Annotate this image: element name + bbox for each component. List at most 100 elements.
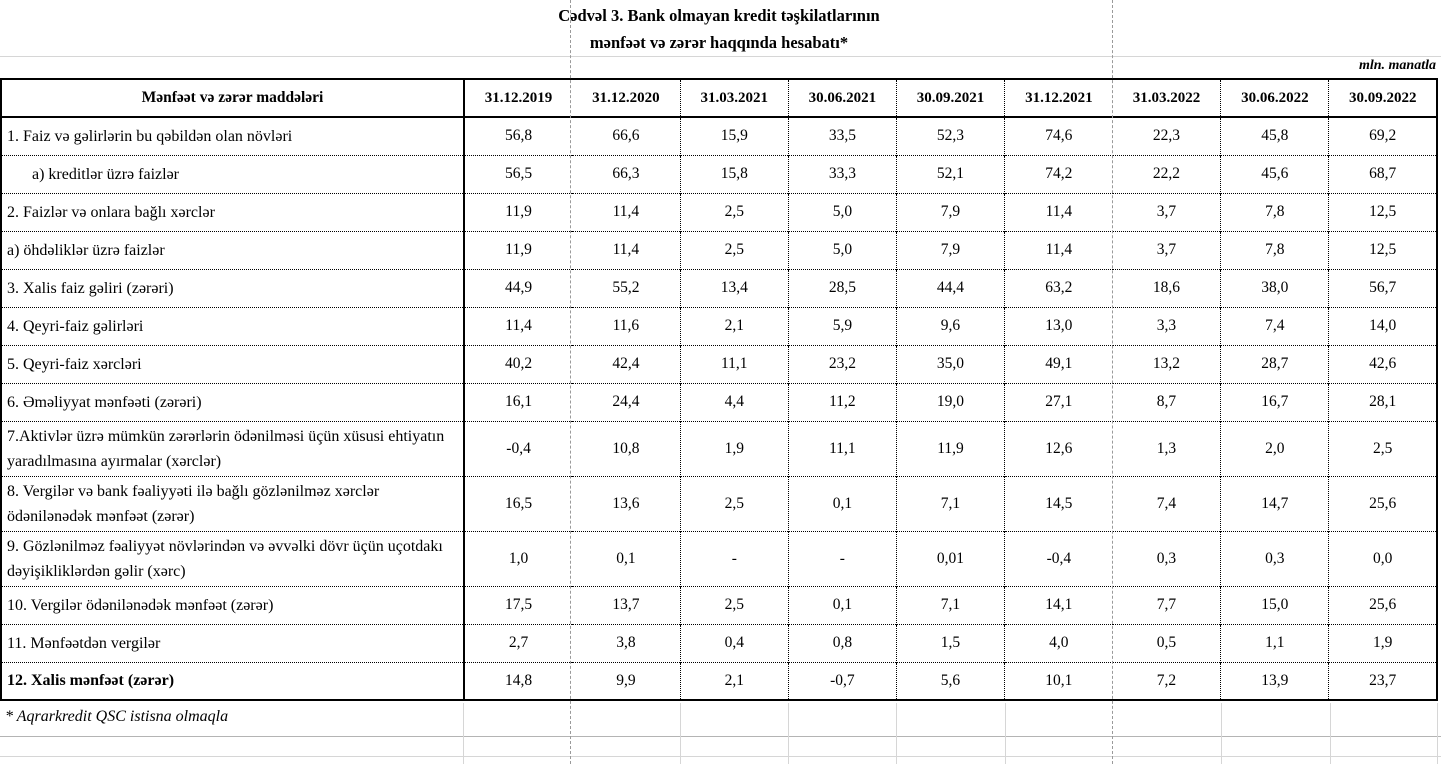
value-cell[interactable]: 15,9: [680, 116, 789, 155]
column-header-cell[interactable]: 31.03.2022: [1112, 79, 1222, 118]
value-cell[interactable]: 10,1: [1004, 661, 1113, 700]
value-cell[interactable]: 28,7: [1220, 344, 1330, 383]
value-cell[interactable]: 45,8: [1220, 116, 1330, 155]
value-cell[interactable]: 56,8: [464, 116, 573, 155]
value-cell[interactable]: 17,5: [464, 585, 573, 624]
row-label-cell[interactable]: 9. Gözlənilməz fəaliyyət növlərindən və …: [1, 530, 465, 586]
row-label-cell[interactable]: 7.Aktivlər üzrə mümkün zərərlərin ödənil…: [1, 420, 465, 476]
value-cell[interactable]: 16,5: [464, 475, 573, 531]
value-cell[interactable]: 5,9: [788, 306, 897, 345]
column-header-cell[interactable]: 31.12.2020: [572, 79, 681, 118]
value-cell[interactable]: 38,0: [1220, 268, 1330, 307]
value-cell[interactable]: 0,3: [1112, 530, 1222, 586]
value-cell[interactable]: 2,1: [680, 306, 789, 345]
value-cell[interactable]: 8,7: [1112, 382, 1222, 421]
value-cell[interactable]: 0,4: [680, 623, 789, 662]
value-cell[interactable]: 2,5: [680, 585, 789, 624]
value-cell[interactable]: 7,8: [1220, 230, 1330, 269]
value-cell[interactable]: 13,2: [1112, 344, 1222, 383]
row-label-header-cell[interactable]: Mənfəət və zərər maddələri: [1, 79, 465, 118]
row-label-cell[interactable]: 12. Xalis mənfəət (zərər): [1, 661, 465, 700]
row-label-cell[interactable]: a) öhdəliklər üzrə faizlər: [1, 230, 465, 269]
value-cell[interactable]: 2,0: [1220, 420, 1330, 476]
value-cell[interactable]: 0,01: [896, 530, 1006, 586]
row-label-cell[interactable]: 6. Əməliyyat mənfəəti (zərəri): [1, 382, 465, 421]
value-cell[interactable]: 12,6: [1004, 420, 1113, 476]
value-cell[interactable]: 22,3: [1112, 116, 1222, 155]
value-cell[interactable]: 56,7: [1328, 268, 1438, 307]
value-cell[interactable]: 14,5: [1004, 475, 1113, 531]
value-cell[interactable]: 1,3: [1112, 420, 1222, 476]
value-cell[interactable]: -: [680, 530, 789, 586]
value-cell[interactable]: 15,8: [680, 154, 789, 193]
column-header-cell[interactable]: 30.06.2021: [788, 79, 897, 118]
column-header-cell[interactable]: 31.12.2021: [1004, 79, 1113, 118]
value-cell[interactable]: 27,1: [1004, 382, 1113, 421]
value-cell[interactable]: 11,4: [572, 230, 681, 269]
value-cell[interactable]: 7,4: [1220, 306, 1330, 345]
value-cell[interactable]: 74,6: [1004, 116, 1113, 155]
value-cell[interactable]: 7,4: [1112, 475, 1222, 531]
value-cell[interactable]: 1,1: [1220, 623, 1330, 662]
value-cell[interactable]: 7,9: [896, 230, 1006, 269]
row-label-cell[interactable]: 8. Vergilər və bank fəaliyyəti ilə bağlı…: [1, 475, 465, 531]
column-header-cell[interactable]: 30.09.2022: [1328, 79, 1438, 118]
value-cell[interactable]: 42,4: [572, 344, 681, 383]
value-cell[interactable]: 16,7: [1220, 382, 1330, 421]
column-header-cell[interactable]: 30.09.2021: [896, 79, 1006, 118]
value-cell[interactable]: 12,5: [1328, 230, 1438, 269]
value-cell[interactable]: 1,5: [896, 623, 1006, 662]
value-cell[interactable]: 11,4: [464, 306, 573, 345]
value-cell[interactable]: 14,0: [1328, 306, 1438, 345]
value-cell[interactable]: 0,3: [1220, 530, 1330, 586]
value-cell[interactable]: 7,2: [1112, 661, 1222, 700]
value-cell[interactable]: 16,1: [464, 382, 573, 421]
value-cell[interactable]: 0,1: [572, 530, 681, 586]
value-cell[interactable]: -: [788, 530, 897, 586]
value-cell[interactable]: 13,6: [572, 475, 681, 531]
value-cell[interactable]: 14,1: [1004, 585, 1113, 624]
value-cell[interactable]: 56,5: [464, 154, 573, 193]
row-label-cell[interactable]: 10. Vergilər ödənilənədək mənfəət (zərər…: [1, 585, 465, 624]
value-cell[interactable]: 22,2: [1112, 154, 1222, 193]
value-cell[interactable]: 9,6: [896, 306, 1006, 345]
value-cell[interactable]: 11,1: [680, 344, 789, 383]
value-cell[interactable]: 5,0: [788, 192, 897, 231]
value-cell[interactable]: 1,9: [680, 420, 789, 476]
value-cell[interactable]: 13,0: [1004, 306, 1113, 345]
value-cell[interactable]: 13,4: [680, 268, 789, 307]
value-cell[interactable]: 11,9: [464, 192, 573, 231]
value-cell[interactable]: 33,3: [788, 154, 897, 193]
value-cell[interactable]: 35,0: [896, 344, 1006, 383]
value-cell[interactable]: 66,6: [572, 116, 681, 155]
value-cell[interactable]: 3,3: [1112, 306, 1222, 345]
value-cell[interactable]: -0,4: [464, 420, 573, 476]
value-cell[interactable]: 2,5: [1328, 420, 1438, 476]
value-cell[interactable]: 3,8: [572, 623, 681, 662]
value-cell[interactable]: 3,7: [1112, 230, 1222, 269]
column-header-cell[interactable]: 31.03.2021: [680, 79, 789, 118]
value-cell[interactable]: 69,2: [1328, 116, 1438, 155]
value-cell[interactable]: 52,3: [896, 116, 1006, 155]
value-cell[interactable]: 2,5: [680, 230, 789, 269]
row-label-cell[interactable]: 11. Mənfəətdən vergilər: [1, 623, 465, 662]
value-cell[interactable]: 44,4: [896, 268, 1006, 307]
value-cell[interactable]: 5,0: [788, 230, 897, 269]
value-cell[interactable]: 15,0: [1220, 585, 1330, 624]
row-label-cell[interactable]: 4. Qeyri-faiz gəlirləri: [1, 306, 465, 345]
row-label-cell[interactable]: 3. Xalis faiz gəliri (zərəri): [1, 268, 465, 307]
value-cell[interactable]: 11,9: [896, 420, 1006, 476]
value-cell[interactable]: 68,7: [1328, 154, 1438, 193]
value-cell[interactable]: 28,1: [1328, 382, 1438, 421]
value-cell[interactable]: 13,9: [1220, 661, 1330, 700]
value-cell[interactable]: 2,5: [680, 192, 789, 231]
column-header-cell[interactable]: 31.12.2019: [464, 79, 573, 118]
value-cell[interactable]: 10,8: [572, 420, 681, 476]
value-cell[interactable]: 25,6: [1328, 585, 1438, 624]
value-cell[interactable]: 18,6: [1112, 268, 1222, 307]
value-cell[interactable]: 0,1: [788, 585, 897, 624]
value-cell[interactable]: 7,7: [1112, 585, 1222, 624]
value-cell[interactable]: 0,1: [788, 475, 897, 531]
value-cell[interactable]: 11,6: [572, 306, 681, 345]
value-cell[interactable]: 4,0: [1004, 623, 1113, 662]
